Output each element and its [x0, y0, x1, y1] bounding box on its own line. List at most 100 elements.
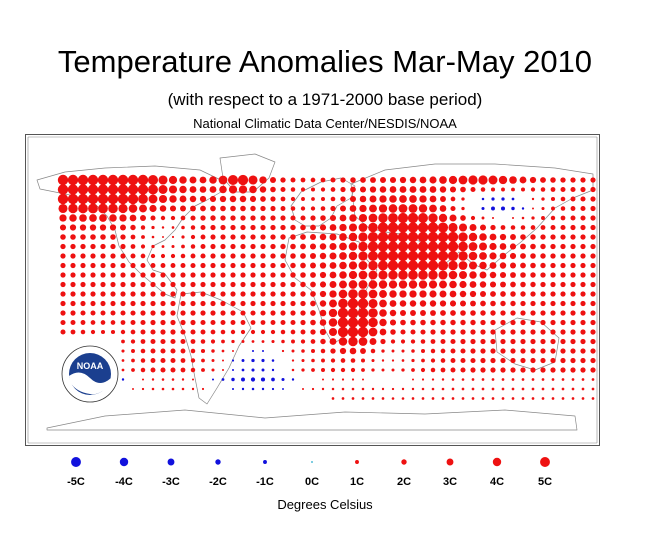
- anomaly-dot: [160, 253, 166, 259]
- anomaly-dot: [471, 397, 475, 400]
- anomaly-dot: [168, 185, 178, 194]
- anomaly-dot: [498, 175, 508, 185]
- anomaly-dot: [358, 280, 368, 289]
- anomaly-dot: [291, 368, 295, 372]
- anomaly-dot: [250, 253, 256, 259]
- anomaly-dot: [560, 196, 566, 202]
- anomaly-dot: [388, 270, 398, 280]
- anomaly-dot: [309, 233, 317, 241]
- legend-swatch: [492, 457, 502, 467]
- anomaly-dot: [571, 397, 575, 400]
- anomaly-dot: [319, 262, 327, 269]
- anomaly-dot: [60, 329, 66, 335]
- anomaly-dot: [361, 397, 365, 400]
- anomaly-dot: [560, 272, 566, 278]
- anomaly-dot: [371, 368, 375, 372]
- anomaly-dot: [251, 368, 255, 372]
- anomaly-dot: [450, 310, 456, 316]
- anomaly-dot: [151, 225, 155, 230]
- anomaly-dot: [399, 309, 407, 317]
- anomaly-dot: [430, 310, 436, 316]
- anomaly-dot: [130, 329, 136, 335]
- anomaly-dot: [240, 253, 246, 259]
- anomaly-dot: [500, 367, 506, 373]
- anomaly-dot: [89, 214, 97, 222]
- anomaly-dot: [321, 197, 325, 201]
- anomaly-dot: [371, 358, 375, 363]
- anomaly-dot: [241, 340, 245, 343]
- anomaly-dot: [337, 307, 349, 319]
- anomaly-dot: [60, 281, 66, 288]
- anomaly-dot: [470, 215, 476, 221]
- anomaly-dot: [430, 348, 436, 354]
- anomaly-dot: [480, 187, 486, 192]
- anomaly-dot: [451, 397, 455, 400]
- anomaly-dot: [458, 232, 468, 242]
- anomaly-dot: [398, 204, 408, 213]
- anomaly-dot: [211, 349, 215, 353]
- anomaly-dot: [160, 281, 166, 288]
- anomaly-dot: [438, 270, 448, 280]
- anomaly-dot: [560, 319, 566, 326]
- anomaly-dot: [150, 329, 156, 335]
- anomaly-dot: [580, 272, 586, 278]
- anomaly-dot: [260, 310, 266, 316]
- anomaly-dot: [590, 300, 596, 307]
- anomaly-dot: [249, 185, 257, 194]
- anomaly-dot: [357, 307, 369, 319]
- anomaly-dot: [459, 290, 467, 298]
- anomaly-dot: [129, 214, 137, 222]
- anomaly-dot: [389, 186, 397, 193]
- anomaly-dot: [501, 378, 505, 381]
- anomaly-dot: [300, 177, 306, 183]
- anomaly-dot: [431, 378, 435, 381]
- legend-label: -3C: [162, 476, 180, 488]
- anomaly-dot: [490, 291, 496, 297]
- anomaly-dot: [120, 310, 126, 316]
- anomaly-dot: [251, 340, 255, 343]
- anomaly-dot: [110, 253, 116, 259]
- anomaly-dot: [380, 338, 386, 345]
- anomaly-dot: [409, 186, 417, 193]
- anomaly-dot: [291, 339, 295, 344]
- anomaly-dot: [290, 234, 296, 240]
- anomaly-dot: [381, 349, 385, 353]
- anomaly-dot: [210, 224, 216, 231]
- anomaly-dot: [260, 215, 266, 221]
- legend-swatch: [311, 461, 313, 463]
- anomaly-dot: [99, 224, 107, 231]
- legend-label: 1C: [349, 476, 365, 488]
- anomaly-dot: [580, 234, 586, 240]
- anomaly-dot: [251, 387, 255, 391]
- anomaly-dot: [580, 281, 586, 288]
- anomaly-dot: [328, 308, 338, 318]
- anomaly-dot: [368, 308, 378, 318]
- anomaly-dot: [280, 291, 286, 297]
- anomaly-dot: [459, 280, 467, 289]
- anomaly-dot: [450, 358, 456, 363]
- anomaly-dot: [561, 397, 565, 400]
- anomaly-dot: [282, 388, 284, 390]
- anomaly-dot: [391, 359, 395, 362]
- anomaly-dot: [419, 290, 427, 298]
- anomaly-dot: [260, 329, 266, 335]
- anomaly-dot: [230, 281, 236, 288]
- anomaly-dot: [231, 368, 235, 372]
- anomaly-dot: [110, 291, 116, 297]
- anomaly-dot: [320, 177, 326, 183]
- anomaly-dot: [160, 291, 166, 297]
- anomaly-dot: [181, 387, 185, 391]
- anomaly-dot: [100, 291, 106, 297]
- anomaly-dot: [140, 310, 146, 316]
- anomaly-dot: [397, 260, 409, 271]
- anomaly-dot: [300, 281, 306, 288]
- anomaly-dot: [149, 204, 157, 213]
- anomaly-dot: [107, 174, 119, 186]
- anomaly-dot: [340, 358, 346, 363]
- anomaly-dot: [340, 196, 346, 202]
- anomaly-dot: [100, 234, 106, 240]
- anomaly-dot: [108, 203, 118, 214]
- world-anomaly-map: NOAA: [25, 134, 600, 446]
- anomaly-dot: [319, 319, 327, 326]
- anomaly-dot: [120, 329, 126, 335]
